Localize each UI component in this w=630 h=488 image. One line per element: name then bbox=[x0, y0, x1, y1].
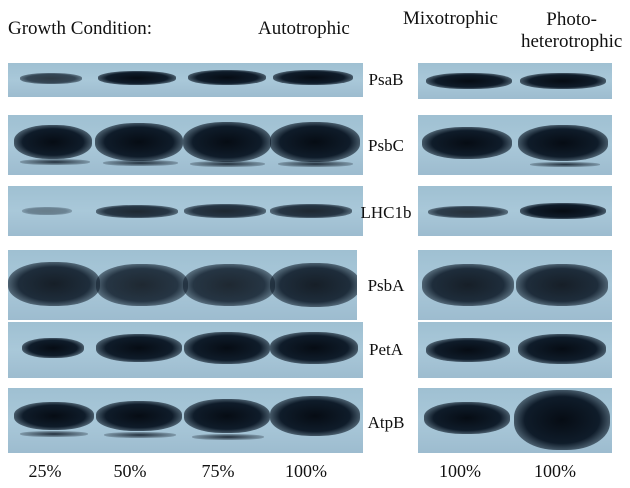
band bbox=[22, 338, 84, 358]
protein-label-psbc: PsbC bbox=[368, 136, 404, 155]
band bbox=[520, 203, 606, 219]
lane-label: 100% bbox=[534, 461, 576, 481]
band bbox=[14, 125, 92, 159]
band bbox=[530, 162, 600, 167]
band bbox=[273, 70, 353, 85]
band bbox=[20, 431, 88, 437]
blot-atpb-autotrophic bbox=[8, 388, 363, 453]
band bbox=[278, 161, 353, 167]
band bbox=[184, 399, 270, 433]
band bbox=[424, 402, 510, 434]
blot-psba-autotrophic bbox=[8, 250, 357, 320]
band bbox=[183, 264, 275, 306]
blot-psbc-hetero bbox=[418, 115, 612, 175]
band bbox=[96, 205, 178, 218]
protein-label-atpb: AtpB bbox=[367, 413, 405, 432]
band bbox=[98, 71, 176, 85]
band bbox=[192, 434, 264, 440]
band bbox=[96, 264, 188, 306]
mixotrophic-label: Mixotrophic bbox=[403, 8, 498, 29]
band bbox=[103, 160, 178, 166]
band bbox=[22, 207, 72, 215]
band bbox=[184, 332, 270, 364]
band bbox=[426, 73, 512, 89]
band bbox=[270, 396, 360, 436]
band bbox=[96, 334, 182, 362]
protein-label-peta: PetA bbox=[369, 340, 403, 359]
band bbox=[270, 204, 352, 218]
band bbox=[514, 390, 610, 450]
lane-label: 50% bbox=[113, 461, 147, 481]
lane-label: 25% bbox=[28, 461, 62, 481]
band bbox=[428, 206, 508, 218]
band bbox=[14, 402, 94, 430]
blot-peta-autotrophic bbox=[8, 322, 363, 378]
band bbox=[96, 401, 182, 431]
lane-label: 100% bbox=[285, 461, 327, 481]
blot-psab-hetero bbox=[418, 63, 612, 99]
band bbox=[188, 70, 266, 85]
blot-peta-hetero bbox=[418, 322, 612, 378]
band bbox=[516, 264, 608, 306]
band bbox=[422, 264, 514, 306]
blot-psba-hetero bbox=[418, 250, 612, 320]
autotrophic-label: Autotrophic bbox=[258, 18, 350, 39]
band bbox=[95, 123, 183, 161]
band bbox=[184, 204, 266, 218]
blot-atpb-hetero bbox=[418, 388, 612, 453]
growth-condition-label: Growth Condition: bbox=[8, 18, 153, 39]
blot-psab-autotrophic bbox=[8, 63, 363, 97]
lane-label: 100% bbox=[439, 461, 481, 481]
protein-label-lhc1b: LHC1b bbox=[360, 203, 412, 222]
band bbox=[520, 73, 606, 89]
band bbox=[518, 334, 606, 364]
band bbox=[183, 122, 271, 162]
photoheterotrophic-label: Photo- heterotrophic bbox=[521, 9, 622, 53]
band bbox=[422, 127, 512, 159]
band bbox=[8, 262, 100, 306]
photoheterotrophic-label-line1: Photo- bbox=[546, 9, 597, 30]
lane-label: 75% bbox=[201, 461, 235, 481]
photoheterotrophic-label-line2: heterotrophic bbox=[521, 31, 623, 52]
blot-lhc1b-hetero bbox=[418, 186, 612, 236]
protein-label-psba: PsbA bbox=[367, 276, 405, 295]
band bbox=[270, 122, 360, 162]
band bbox=[426, 338, 510, 362]
band bbox=[20, 159, 90, 165]
band bbox=[20, 73, 82, 84]
band bbox=[270, 263, 357, 307]
blot-lhc1b-autotrophic bbox=[8, 186, 363, 236]
band bbox=[270, 332, 358, 364]
band bbox=[518, 125, 608, 161]
protein-label-psab: PsaB bbox=[368, 70, 404, 89]
band bbox=[104, 432, 176, 438]
band bbox=[190, 161, 265, 167]
blot-psbc-autotrophic bbox=[8, 115, 363, 175]
